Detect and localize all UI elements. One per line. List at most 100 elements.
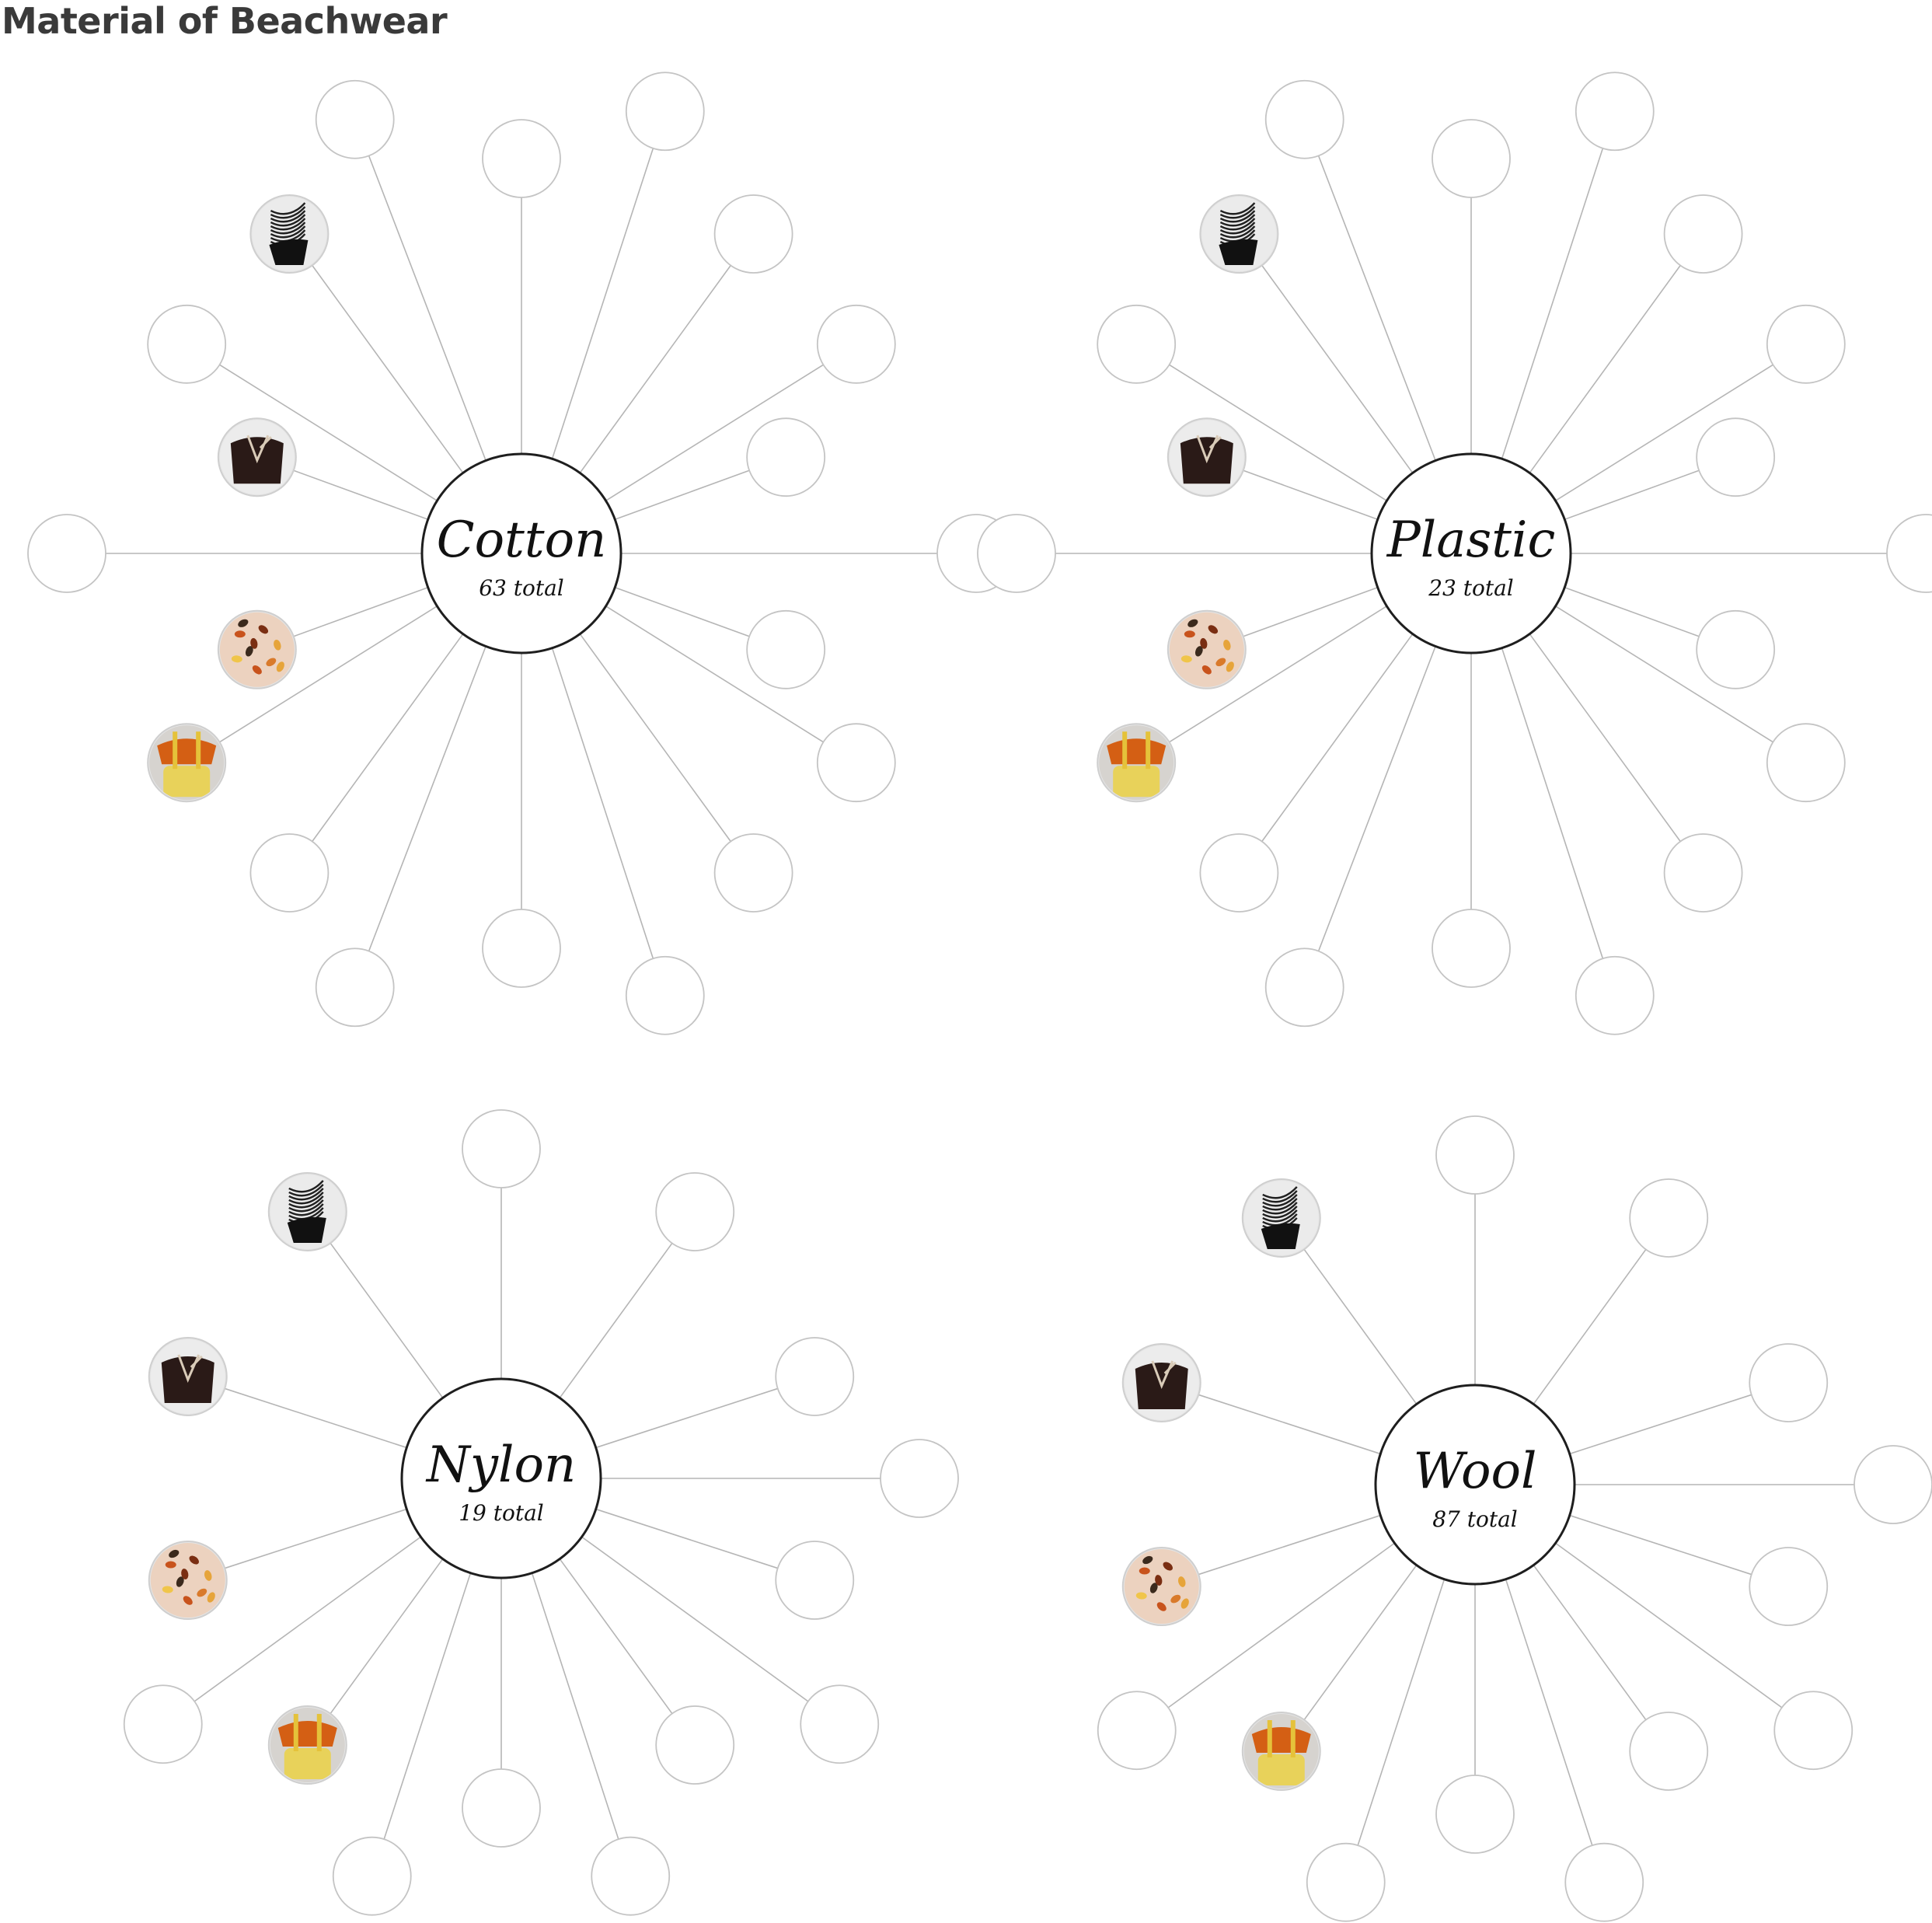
empty-item-node[interactable] — [1696, 417, 1776, 497]
spoke-line — [1555, 606, 1773, 743]
yellow-orange-outfit-image[interactable] — [1241, 1712, 1321, 1792]
spoke-line — [615, 469, 750, 520]
spoke-line — [605, 364, 824, 501]
spoke-line — [1555, 1542, 1783, 1708]
spoke-line — [559, 1242, 673, 1398]
empty-item-node[interactable] — [1432, 119, 1511, 198]
material-name: Plastic — [1386, 511, 1556, 569]
empty-item-node[interactable] — [1564, 1842, 1644, 1922]
empty-item-node[interactable] — [746, 417, 826, 497]
empty-item-node[interactable] — [482, 909, 561, 988]
empty-item-node[interactable] — [249, 833, 330, 913]
empty-item-node[interactable] — [1575, 955, 1655, 1035]
empty-item-node[interactable] — [1663, 194, 1743, 274]
empty-item-node[interactable] — [332, 1836, 412, 1916]
material-hub[interactable] — [400, 1377, 602, 1579]
empty-item-node[interactable] — [625, 955, 705, 1035]
empty-item-node[interactable] — [1264, 79, 1344, 159]
spoke-line — [293, 587, 428, 637]
empty-item-node[interactable] — [482, 119, 561, 198]
dark-bathing-suit-image[interactable] — [1167, 417, 1247, 497]
empty-item-node[interactable] — [655, 1172, 735, 1251]
material-cluster-plastic: Plastic 23 total — [977, 72, 1932, 1035]
empty-item-node[interactable] — [1575, 72, 1655, 152]
yellow-orange-outfit-image[interactable] — [147, 723, 227, 803]
empty-item-node[interactable] — [816, 723, 896, 803]
empty-item-node[interactable] — [1886, 514, 1932, 593]
empty-item-node[interactable] — [625, 72, 705, 152]
striped-swimsuit-image[interactable] — [1199, 194, 1279, 274]
empty-item-node[interactable] — [880, 1439, 959, 1518]
empty-item-node[interactable] — [462, 1109, 541, 1188]
printed-fabric-image[interactable] — [217, 609, 297, 689]
spoke-line — [1533, 1248, 1647, 1405]
empty-item-node[interactable] — [1773, 1691, 1854, 1771]
spoke-line — [1198, 1394, 1381, 1455]
striped-swimsuit-image[interactable] — [267, 1171, 347, 1251]
empty-item-node[interactable] — [977, 514, 1056, 593]
empty-item-node[interactable] — [1264, 948, 1344, 1028]
empty-item-node[interactable] — [147, 304, 227, 384]
empty-item-node[interactable] — [1749, 1547, 1829, 1626]
empty-item-node[interactable] — [315, 948, 395, 1028]
spoke-line — [605, 606, 824, 743]
empty-item-node[interactable] — [1097, 304, 1177, 384]
spoke-line — [293, 469, 428, 520]
spoke-line — [1569, 1514, 1752, 1576]
empty-item-node[interactable] — [1435, 1115, 1515, 1195]
empty-item-node[interactable] — [1766, 723, 1846, 803]
spoke-line — [368, 646, 486, 951]
spoke-line — [1261, 264, 1414, 473]
material-name: Cotton — [437, 511, 607, 569]
dark-bathing-suit-image[interactable] — [217, 417, 297, 497]
empty-item-node[interactable] — [775, 1541, 855, 1620]
spoke-line — [579, 633, 731, 843]
material-hub[interactable] — [1374, 1384, 1576, 1586]
spoke-line — [1167, 1542, 1395, 1708]
printed-fabric-image[interactable] — [1167, 609, 1247, 689]
striped-swimsuit-image[interactable] — [1241, 1178, 1321, 1258]
empty-item-node[interactable] — [775, 1337, 855, 1416]
empty-item-node[interactable] — [1629, 1712, 1709, 1791]
printed-fabric-image[interactable] — [1121, 1547, 1201, 1627]
material-hub[interactable] — [420, 452, 622, 654]
empty-item-node[interactable] — [462, 1768, 541, 1848]
empty-item-node[interactable] — [1629, 1178, 1709, 1258]
striped-swimsuit-image[interactable] — [249, 194, 330, 274]
printed-fabric-image[interactable] — [148, 1541, 228, 1621]
empty-item-node[interactable] — [123, 1684, 203, 1764]
empty-item-node[interactable] — [746, 609, 826, 689]
empty-item-node[interactable] — [1199, 833, 1279, 913]
empty-item-node[interactable] — [816, 304, 896, 384]
yellow-orange-outfit-image[interactable] — [1097, 723, 1177, 803]
empty-item-node[interactable] — [1663, 833, 1743, 913]
dark-bathing-suit-image[interactable] — [1121, 1342, 1201, 1422]
spoke-line — [1533, 1565, 1647, 1721]
empty-item-node[interactable] — [591, 1836, 671, 1916]
material-total: 19 total — [459, 1500, 544, 1526]
spoke-line — [1501, 148, 1604, 459]
empty-item-node[interactable] — [27, 514, 106, 593]
empty-item-node[interactable] — [1435, 1775, 1515, 1854]
empty-item-node[interactable] — [1097, 1691, 1177, 1771]
empty-item-node[interactable] — [1766, 304, 1846, 384]
empty-item-node[interactable] — [713, 194, 793, 274]
material-hub[interactable] — [1370, 452, 1572, 654]
spoke-line — [1317, 155, 1436, 461]
empty-item-node[interactable] — [1696, 609, 1776, 689]
page-title: Material of Beachwear — [2, 0, 448, 42]
empty-item-node[interactable] — [713, 833, 793, 913]
empty-item-node[interactable] — [1306, 1842, 1386, 1922]
empty-item-node[interactable] — [1432, 909, 1511, 988]
empty-item-node[interactable] — [1749, 1343, 1829, 1422]
empty-item-node[interactable] — [655, 1705, 735, 1785]
spoke-line — [312, 264, 464, 473]
spoke-line — [1564, 587, 1700, 637]
empty-item-node[interactable] — [800, 1684, 880, 1764]
empty-item-node[interactable] — [315, 79, 395, 159]
material-cluster-cotton: Cotton 63 total — [27, 72, 1016, 1035]
yellow-orange-outfit-image[interactable] — [267, 1705, 347, 1785]
empty-item-node[interactable] — [1854, 1445, 1932, 1524]
dark-bathing-suit-image[interactable] — [148, 1336, 228, 1416]
spoke-line — [1529, 633, 1681, 843]
